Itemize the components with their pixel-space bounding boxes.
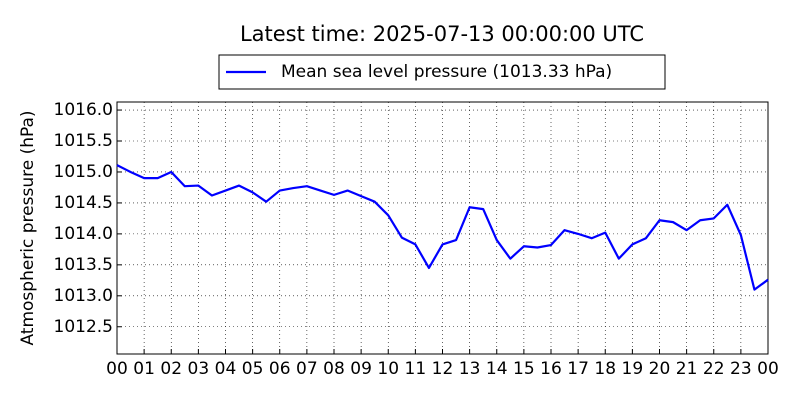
- x-tick-label: 09: [350, 359, 372, 379]
- x-tick-label: 14: [486, 359, 508, 379]
- x-tick-label: 11: [405, 359, 427, 379]
- x-tick-label: 02: [160, 359, 182, 379]
- x-tick-label: 17: [567, 359, 589, 379]
- x-tick-label: 00: [106, 359, 128, 379]
- x-tick-label: 22: [703, 359, 725, 379]
- x-tick-label: 01: [133, 359, 155, 379]
- y-tick-label: 1015.0: [54, 162, 113, 182]
- x-tick-label: 06: [269, 359, 291, 379]
- x-tick-label: 15: [513, 359, 535, 379]
- x-tick-label: 12: [432, 359, 454, 379]
- x-tick-label: 19: [622, 359, 644, 379]
- y-tick-label: 1013.5: [54, 255, 113, 275]
- x-tick-label: 03: [188, 359, 210, 379]
- y-tick-label: 1013.0: [54, 286, 113, 306]
- x-tick-label: 08: [323, 359, 345, 379]
- x-tick-label: 21: [676, 359, 698, 379]
- y-axis-label: Atmospheric pressure (hPa): [18, 110, 38, 345]
- x-tick-label: 05: [242, 359, 264, 379]
- legend-box: [218, 54, 666, 90]
- y-tick-label: 1016.0: [54, 100, 113, 120]
- x-tick-label: 20: [649, 359, 671, 379]
- x-tick-label: 07: [296, 359, 318, 379]
- y-tick-label: 1012.5: [54, 317, 113, 337]
- x-tick-label: 13: [459, 359, 481, 379]
- x-tick-label: 00: [757, 359, 779, 379]
- y-tick-label: 1014.5: [54, 193, 113, 213]
- x-tick-label: 04: [215, 359, 237, 379]
- plot-frame: [116, 101, 769, 355]
- legend-label: Mean sea level pressure (1013.33 hPa): [281, 62, 612, 82]
- y-tick-label: 1014.0: [54, 224, 113, 244]
- data-line: [116, 164, 769, 291]
- x-tick-label: 23: [730, 359, 752, 379]
- x-tick-label: 10: [377, 359, 399, 379]
- chart-title: Latest time: 2025-07-13 00:00:00 UTC: [240, 22, 644, 46]
- x-tick-label: 18: [594, 359, 616, 379]
- y-tick-label: 1015.5: [54, 131, 113, 151]
- x-tick-label: 16: [540, 359, 562, 379]
